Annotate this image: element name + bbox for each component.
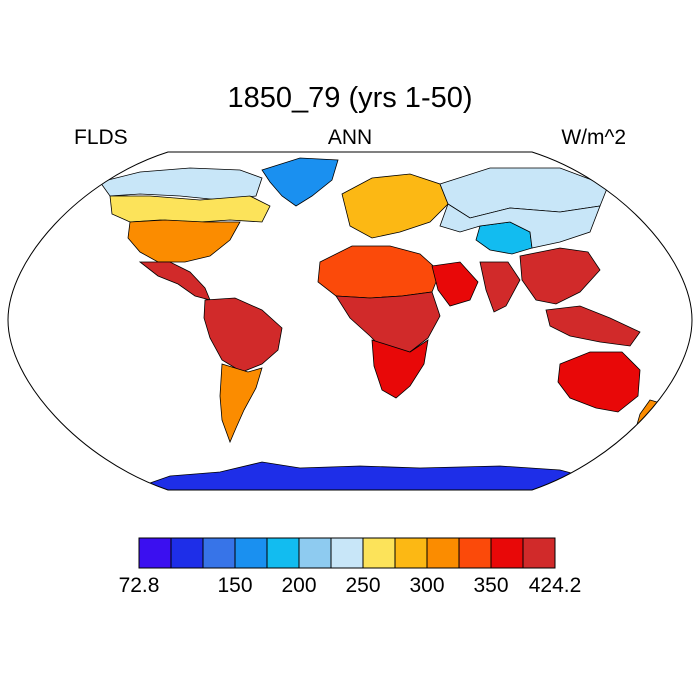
region-new-zealand <box>635 399 665 429</box>
colorbar-swatch <box>362 537 396 569</box>
region-greenland <box>261 157 339 207</box>
colorbar-swatch <box>234 537 268 569</box>
region-southern-africa <box>371 339 429 399</box>
region-central-africa <box>335 291 441 353</box>
region-maritime-continent <box>545 305 641 347</box>
region-antarctica <box>129 461 601 490</box>
colorbar-swatch <box>170 537 204 569</box>
colorbar-tick-label: 200 <box>281 574 317 597</box>
colorbar-tick-label: 424.2 <box>528 574 582 597</box>
colorbar-swatch <box>266 537 300 569</box>
region-arabia <box>431 261 479 307</box>
colorbar-tick-label: 300 <box>409 574 445 597</box>
region-southeast-asia <box>519 247 601 305</box>
colorbar-swatch <box>490 537 524 569</box>
region-arctic-canada <box>99 167 263 201</box>
colorbar-swatch <box>394 537 428 569</box>
colorbar-swatch <box>426 537 460 569</box>
colorbar-tick-label: 72.8 <box>118 574 160 597</box>
colorbar-swatch <box>202 537 236 569</box>
colorbar-swatch <box>458 537 492 569</box>
map-title: 1850_79 (yrs 1-50) <box>227 82 473 114</box>
region-central-america <box>138 261 211 301</box>
region-india <box>479 261 521 313</box>
region-europe <box>341 173 449 239</box>
map-boundary <box>7 151 693 491</box>
region-amazon <box>203 297 283 373</box>
region-central-asia <box>439 203 601 249</box>
region-united-states <box>127 219 241 263</box>
colorbar <box>138 537 556 569</box>
colorbar-swatch <box>298 537 332 569</box>
colorbar-swatch <box>330 537 364 569</box>
region-canada <box>109 195 271 223</box>
region-australia <box>557 351 641 413</box>
colorbar-swatch <box>522 537 556 569</box>
colorbar-tick-label: 150 <box>217 574 253 597</box>
colorbar-tick-label: 350 <box>473 574 509 597</box>
region-sahara <box>317 245 441 299</box>
units-label: W/m^2 <box>561 126 626 149</box>
period-label: ANN <box>327 126 373 149</box>
colorbar-tick-label: 250 <box>345 574 381 597</box>
variable-label: FLDS <box>74 126 128 149</box>
region-southern-south-america <box>219 363 263 444</box>
colorbar-swatch <box>138 537 172 569</box>
land-fields <box>99 157 665 490</box>
